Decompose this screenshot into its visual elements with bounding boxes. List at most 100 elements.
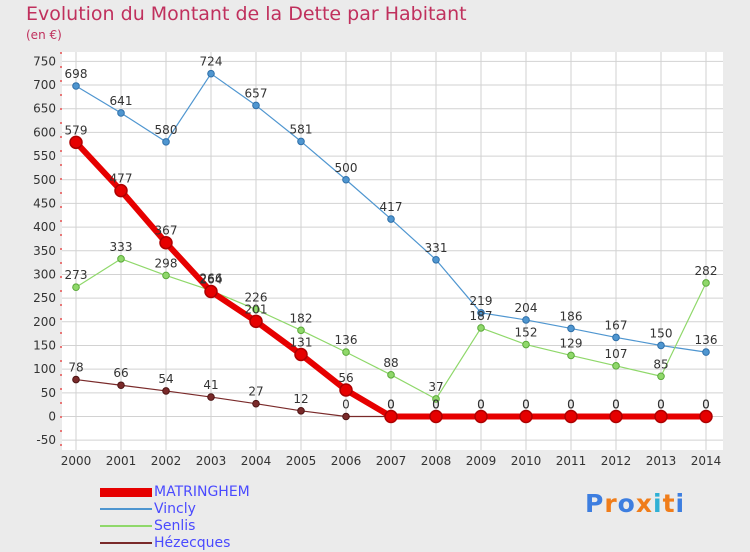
data-point-senlis (432, 395, 440, 403)
data-point-vincly (297, 137, 305, 146)
data-point-hzecques (297, 407, 305, 415)
x-tick-label: 2001 (106, 454, 137, 468)
data-label-senlis: 136 (335, 333, 358, 347)
data-label-vincly: 657 (245, 86, 268, 100)
brand-letter: i (675, 489, 686, 518)
brand-letter: r (604, 489, 618, 518)
brand-letter: P (585, 489, 605, 518)
x-tick-label: 2009 (466, 454, 497, 468)
data-point-senlis (657, 372, 665, 381)
y-tick-label: 0 (48, 410, 56, 424)
data-point-matringhem (69, 135, 83, 150)
data-point-matringhem (519, 409, 533, 424)
data-label-matringhem: 131 (290, 335, 313, 349)
data-label-senlis: 129 (560, 336, 583, 350)
data-point-hzecques (117, 381, 125, 390)
data-label-hzecques: 27 (248, 385, 263, 399)
data-point-hzecques (162, 387, 170, 395)
brand-letter: i (653, 489, 663, 518)
data-point-senlis (162, 271, 170, 280)
data-label-vincly: 331 (425, 241, 448, 255)
data-point-senlis (387, 371, 395, 379)
data-label-vincly: 150 (650, 326, 673, 340)
y-tick-label: 300 (33, 267, 56, 281)
data-point-vincly (72, 82, 80, 90)
x-tick-label: 2006 (331, 454, 362, 468)
data-label-senlis: 152 (515, 326, 538, 340)
data-point-senlis (477, 324, 485, 332)
data-label-hzecques: 0 (522, 398, 530, 412)
data-point-senlis (252, 305, 260, 314)
legend-swatch-vincly (100, 508, 152, 510)
chart-unit: (en €) (26, 28, 62, 42)
data-label-matringhem: 264 (200, 272, 223, 286)
data-label-matringhem: 0 (432, 398, 440, 412)
legend-swatch-matringhem (100, 488, 152, 497)
data-point-matringhem (249, 314, 263, 329)
x-tick-label: 2010 (511, 454, 542, 468)
data-point-matringhem (339, 383, 353, 397)
data-label-senlis: 282 (695, 264, 718, 278)
data-point-matringhem (609, 409, 623, 424)
data-point-matringhem (564, 409, 578, 424)
data-label-matringhem: 0 (387, 398, 395, 412)
data-point-matringhem (429, 409, 443, 424)
data-label-hzecques: 66 (113, 366, 128, 380)
data-point-senlis (702, 279, 710, 287)
y-tick-label: 250 (33, 291, 56, 305)
y-tick-label: 350 (33, 244, 56, 258)
data-label-matringhem: 0 (567, 398, 575, 412)
data-label-hzecques: 0 (702, 398, 710, 412)
data-label-vincly: 136 (695, 333, 718, 347)
data-point-senlis (117, 255, 125, 263)
data-label-senlis: 85 (653, 357, 668, 371)
y-tick-label: 150 (33, 338, 56, 352)
data-label-matringhem: 367 (155, 224, 178, 238)
data-label-matringhem: 579 (65, 123, 88, 137)
data-point-senlis (297, 326, 305, 335)
data-label-senlis: 298 (155, 256, 178, 270)
y-tick-label: 750 (33, 54, 56, 68)
data-label-vincly: 641 (110, 94, 133, 108)
data-label-vincly: 580 (155, 123, 178, 137)
data-point-matringhem (384, 409, 398, 424)
data-point-hzecques (72, 375, 80, 384)
y-tick-label: 600 (33, 125, 56, 139)
data-point-matringhem (114, 183, 128, 198)
x-tick-label: 2000 (61, 454, 92, 468)
data-label-matringhem: 56 (338, 371, 353, 385)
data-label-senlis: 37 (428, 380, 443, 394)
data-label-matringhem: 0 (702, 398, 710, 412)
legend-swatch-senlis (100, 525, 152, 527)
data-label-matringhem: 0 (612, 398, 620, 412)
x-tick-label: 2012 (601, 454, 632, 468)
y-tick-label: 700 (33, 78, 56, 92)
data-label-vincly: 167 (605, 318, 628, 332)
x-tick-label: 2011 (556, 454, 587, 468)
x-tick-label: 2007 (376, 454, 407, 468)
data-label-hzecques: 0 (432, 398, 440, 412)
data-label-hzecques: 12 (293, 392, 308, 406)
data-label-hzecques: 0 (342, 398, 350, 412)
legend-label: MATRINGHEM (154, 484, 250, 500)
x-tick-label: 2008 (421, 454, 452, 468)
data-label-senlis: 333 (110, 240, 133, 254)
data-point-vincly (657, 341, 665, 350)
data-label-matringhem: 0 (657, 398, 665, 412)
data-label-vincly: 417 (380, 200, 403, 214)
data-label-matringhem: 0 (522, 398, 530, 412)
y-tick-label: 500 (33, 173, 56, 187)
brand-letter: x (635, 489, 653, 518)
y-tick-label: 50 (41, 386, 56, 400)
data-point-vincly (342, 175, 350, 184)
data-point-vincly (612, 333, 620, 342)
chart-title: Evolution du Montant de la Dette par Hab… (26, 3, 467, 25)
data-label-vincly: 186 (560, 309, 583, 323)
data-label-vincly: 219 (470, 294, 493, 308)
brand-letter: o (617, 489, 636, 518)
data-point-vincly (567, 324, 575, 333)
data-label-senlis: 107 (605, 347, 628, 361)
data-label-vincly: 204 (515, 301, 538, 315)
data-point-senlis (567, 351, 575, 360)
